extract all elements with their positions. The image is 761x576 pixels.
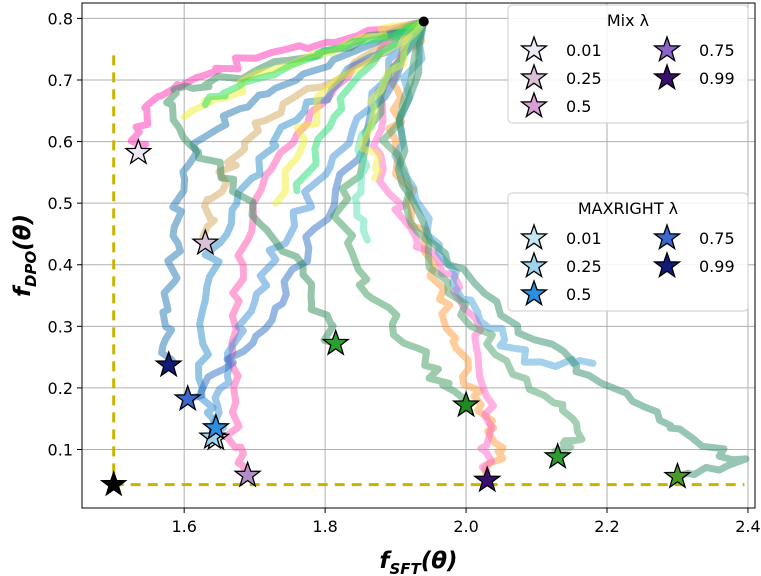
y-tick-label-4: 0.5 bbox=[48, 194, 73, 213]
trajectories bbox=[127, 18, 750, 484]
star-mix-0 bbox=[124, 137, 153, 165]
legend-label-1-0: 0.01 bbox=[566, 229, 602, 248]
y-tick-label-6: 0.7 bbox=[48, 71, 73, 90]
utopia-star bbox=[99, 470, 128, 497]
legend-star-0-4 bbox=[652, 63, 682, 91]
star-other-10 bbox=[451, 390, 481, 418]
y-axis-label-f: f bbox=[10, 284, 36, 297]
x-tick-label-3: 2.2 bbox=[594, 517, 619, 536]
legend-0: Mix λ 0.01 0.25 0.5 0.75 0.99 bbox=[507, 4, 749, 124]
y-tick-label-3: 0.4 bbox=[48, 256, 73, 275]
legend-title-1: MAXRIGHT λ bbox=[578, 199, 678, 218]
legend-star-0-0 bbox=[519, 35, 549, 63]
legend-label-0-2: 0.5 bbox=[566, 97, 591, 116]
star-other-12 bbox=[663, 461, 692, 489]
star-maxright-8 bbox=[154, 350, 183, 378]
x-axis-label: fSFT(θ) bbox=[379, 548, 457, 576]
y-axis-label-arg: (θ) bbox=[10, 214, 36, 251]
legend-label-1-2: 0.5 bbox=[566, 285, 591, 304]
series-line-10 bbox=[163, 18, 428, 348]
star-mix-3 bbox=[472, 465, 502, 493]
x-tick-label-2: 2.0 bbox=[453, 517, 478, 536]
series-line-12 bbox=[379, 18, 586, 461]
y-tick-label-0: 0.1 bbox=[48, 440, 73, 459]
legends: Mix λ 0.01 0.25 0.5 0.75 0.99 MAXRIGHT λ 0.01 0.… bbox=[507, 4, 749, 312]
series-line-6 bbox=[195, 18, 428, 441]
legend-label-1-4: 0.99 bbox=[699, 257, 735, 276]
legend-star-1-3 bbox=[652, 223, 682, 251]
x-tick-label-4: 2.4 bbox=[735, 517, 760, 536]
legend-label-1-1: 0.25 bbox=[566, 257, 602, 276]
legend-star-1-2 bbox=[519, 279, 549, 307]
x-tick-label-1: 1.8 bbox=[312, 517, 337, 536]
legend-label-0-4: 0.99 bbox=[699, 69, 735, 88]
series-line-19 bbox=[358, 18, 428, 182]
x-axis-label-f: f bbox=[379, 548, 392, 574]
series-line-15 bbox=[201, 18, 428, 109]
y-tick-label-7: 0.8 bbox=[48, 9, 73, 28]
star-mix-2 bbox=[233, 460, 262, 488]
legend-label-0-1: 0.25 bbox=[566, 69, 602, 88]
legend-box-1 bbox=[507, 192, 749, 312]
markers bbox=[99, 16, 692, 497]
legend-1: MAXRIGHT λ 0.01 0.25 0.5 0.75 0.99 bbox=[507, 192, 749, 312]
series-line-13 bbox=[394, 18, 750, 481]
legend-star-0-2 bbox=[519, 91, 549, 119]
y-tick-label-1: 0.2 bbox=[48, 379, 73, 398]
y-tick-label-2: 0.3 bbox=[48, 317, 73, 336]
y-axis-label: fDPO(θ) bbox=[10, 214, 40, 297]
legend-star-0-3 bbox=[652, 35, 682, 63]
legend-star-0-1 bbox=[519, 63, 549, 91]
series-line-17 bbox=[292, 18, 428, 195]
legend-label-1-3: 0.75 bbox=[699, 229, 735, 248]
star-other-11 bbox=[543, 441, 572, 470]
star-maxright-7 bbox=[173, 384, 202, 412]
series-line-5 bbox=[158, 18, 428, 369]
x-axis-label-arg: (θ) bbox=[421, 548, 458, 574]
reference-lines bbox=[112, 55, 745, 487]
series-line-7 bbox=[207, 18, 428, 438]
legend-box-0 bbox=[507, 4, 749, 124]
legend-label-0-0: 0.01 bbox=[566, 41, 602, 60]
star-maxright-6 bbox=[201, 412, 231, 441]
start-point bbox=[418, 16, 429, 27]
legend-title-0: Mix λ bbox=[607, 11, 649, 30]
legend-star-1-0 bbox=[519, 223, 549, 251]
legend-label-0-3: 0.75 bbox=[699, 41, 735, 60]
ticks: 1.6 1.8 2.0 2.2 2.4 0.1 0.2 0.3 0.4 0.5 0.6 0.7 0.8 bbox=[48, 9, 761, 536]
legend-star-1-1 bbox=[519, 251, 549, 279]
y-axis-label-sub: DPO bbox=[22, 251, 40, 287]
y-tick-label-5: 0.6 bbox=[48, 133, 73, 152]
star-mix-1 bbox=[191, 228, 220, 256]
star-other-9 bbox=[321, 328, 351, 356]
x-tick-label-0: 1.6 bbox=[171, 517, 196, 536]
plot-frame bbox=[81, 2, 756, 509]
x-axis-label-sub: SFT bbox=[389, 560, 422, 576]
legend-star-1-4 bbox=[652, 251, 682, 279]
